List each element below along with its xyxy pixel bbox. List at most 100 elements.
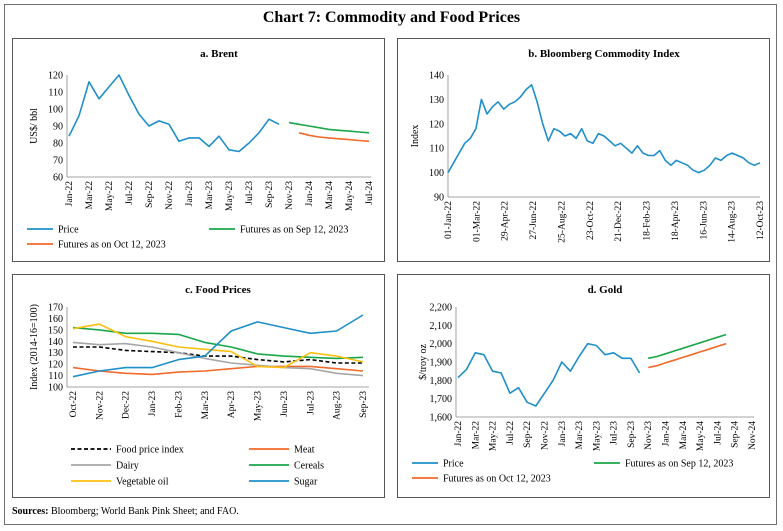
x-tick-label: Mar-23 <box>575 421 585 450</box>
chart-frame <box>4 4 777 525</box>
y-tick-label: 130 <box>48 348 63 359</box>
x-tick-label: May-24 <box>345 181 355 211</box>
bcom-chart: b. Bloomberg Commodity Index Index 90 100 11… <box>410 48 766 243</box>
legend-label: Food price index <box>116 445 184 456</box>
y-tick-label: 120 <box>429 119 444 130</box>
series-line <box>298 132 370 143</box>
series-line <box>447 83 761 174</box>
page-title: Chart 7: Commodity and Food Prices <box>262 9 521 26</box>
y-tick-label: 160 <box>48 314 63 325</box>
series-line <box>72 341 364 377</box>
y-tick-label: 90 <box>434 193 444 204</box>
x-tick-label: Jul-23 <box>306 391 316 415</box>
x-tick-label: May-23 <box>254 391 264 421</box>
chart-title: d. Gold <box>588 284 623 296</box>
y-tick-label: 90 <box>53 122 63 133</box>
series-line <box>288 121 370 134</box>
y-tick-label: 140 <box>429 71 444 82</box>
legend-label: Futures as on Oct 12, 2023 <box>443 474 551 485</box>
x-tick-label: 14-Aug-23 <box>728 201 738 243</box>
sources-label: Sources: <box>12 506 49 517</box>
x-tick-label: Apr-23 <box>227 391 237 418</box>
x-tick-label: 12-Oct-23 <box>756 201 766 240</box>
y-tick-label: 80 <box>53 139 63 150</box>
chart-title: b. Bloomberg Commodity Index <box>528 48 680 60</box>
series-line <box>72 323 364 369</box>
x-tick-label: Mar-24 <box>679 421 689 450</box>
x-tick-label: Mar-23 <box>205 181 215 210</box>
x-tick-label: 01-Jan-22 <box>444 201 454 239</box>
x-tick-label: Nov-24 <box>748 421 758 450</box>
x-tick-label: 27-Jun-22 <box>529 201 539 240</box>
series-line <box>648 333 727 360</box>
y-tick-label: 1,900 <box>430 358 453 369</box>
x-tick-label: Jun-23 <box>280 391 290 417</box>
x-tick-label: Nov-22 <box>540 421 550 450</box>
x-tick-label: 23-Oct-22 <box>586 201 596 240</box>
x-tick-label: Sep-23 <box>627 421 637 448</box>
y-tick-label: 120 <box>48 360 63 371</box>
x-tick-label: 25-Aug-22 <box>557 201 567 243</box>
x-tick-label: Jan-23 <box>148 391 158 417</box>
x-tick-label: Jan-22 <box>65 181 75 207</box>
x-tick-label: May-22 <box>489 421 499 451</box>
panel-gold: d. Gold $/troy oz 1,600 1,700 1,800 1,900 2,00… <box>397 274 770 498</box>
series-line <box>73 346 363 364</box>
x-tick-label: Nov-22 <box>165 181 175 210</box>
y-tick-label: 1,800 <box>430 376 453 387</box>
legend-label: Cereals <box>294 461 324 472</box>
x-tick-label: 16-Jun-23 <box>699 201 709 240</box>
x-tick-label: May-23 <box>592 421 602 451</box>
legend-label: Dairy <box>116 461 139 472</box>
x-tick-label: Sep-23 <box>359 391 369 418</box>
x-tick-label: Nov-23 <box>644 421 654 450</box>
legend-label: Price <box>58 225 79 236</box>
x-tick-label: Oct-22 <box>69 391 79 418</box>
y-tick-label: 1,700 <box>430 394 453 405</box>
legend-label: Futures as on Sep 12, 2023 <box>625 459 733 470</box>
chart-title: c. Food Prices <box>185 284 251 296</box>
y-tick-label: 1,600 <box>430 413 453 424</box>
x-tick-label: 18-Apr-23 <box>671 201 681 241</box>
chart-title: a. Brent <box>200 48 238 60</box>
y-axis-label: $/troy oz <box>418 344 429 380</box>
panel-brent: a. Brent US$/ bbl 60 70 80 90 100 110 120 Jan-22 M… <box>12 38 385 262</box>
x-tick-label: Nov-22 <box>95 391 105 420</box>
y-tick-label: 2,200 <box>430 303 453 314</box>
x-tick-label: Mar-22 <box>85 181 95 210</box>
series-line <box>648 342 727 369</box>
x-tick-label: Mar-24 <box>325 181 335 210</box>
brent-chart: a. Brent US$/ bbl 60 70 80 90 100 110 120 Jan-22 M… <box>27 48 375 251</box>
y-axis-label: Index <box>410 125 421 148</box>
y-tick-label: 170 <box>48 303 63 314</box>
y-tick-label: 120 <box>48 71 63 82</box>
y-tick-label: 100 <box>429 168 444 179</box>
y-tick-label: 100 <box>48 105 63 116</box>
x-tick-label: Sep-24 <box>731 421 741 448</box>
series-line <box>457 342 641 407</box>
x-tick-label: Jan-24 <box>305 181 315 207</box>
x-tick-label: 01-Mar-22 <box>472 201 482 242</box>
x-tick-label: Jul-22 <box>506 421 516 445</box>
x-tick-label: Mar-23 <box>201 391 211 420</box>
x-tick-label: 29-Apr-22 <box>501 201 511 241</box>
x-tick-label: Dec-22 <box>122 391 132 419</box>
series-line <box>72 326 364 360</box>
y-tick-label: 110 <box>429 144 444 155</box>
x-tick-label: 21-Dec-22 <box>614 201 624 242</box>
y-axis-label: US$/ bbl <box>29 108 40 144</box>
x-tick-label: 18-Feb-23 <box>643 201 653 241</box>
y-tick-label: 60 <box>53 173 63 184</box>
legend-label: Sugar <box>294 477 318 488</box>
panel-food: c. Food Prices Index (2014-16=100) 100 110 1… <box>12 274 385 498</box>
legend-label: Meat <box>294 445 315 456</box>
sources-note: Sources: Bloomberg; World Bank Pink Shee… <box>12 506 239 517</box>
y-tick-label: 140 <box>48 337 63 348</box>
legend-label: Price <box>443 459 464 470</box>
legend-label: Futures as on Oct 12, 2023 <box>58 240 166 251</box>
x-tick-label: Sep-23 <box>265 181 275 208</box>
x-tick-label: Jul-24 <box>365 181 375 205</box>
panel-bcom: b. Bloomberg Commodity Index Index 90 100 11… <box>397 38 770 262</box>
x-tick-label: Jan-24 <box>662 421 672 447</box>
y-tick-label: 110 <box>48 88 63 99</box>
